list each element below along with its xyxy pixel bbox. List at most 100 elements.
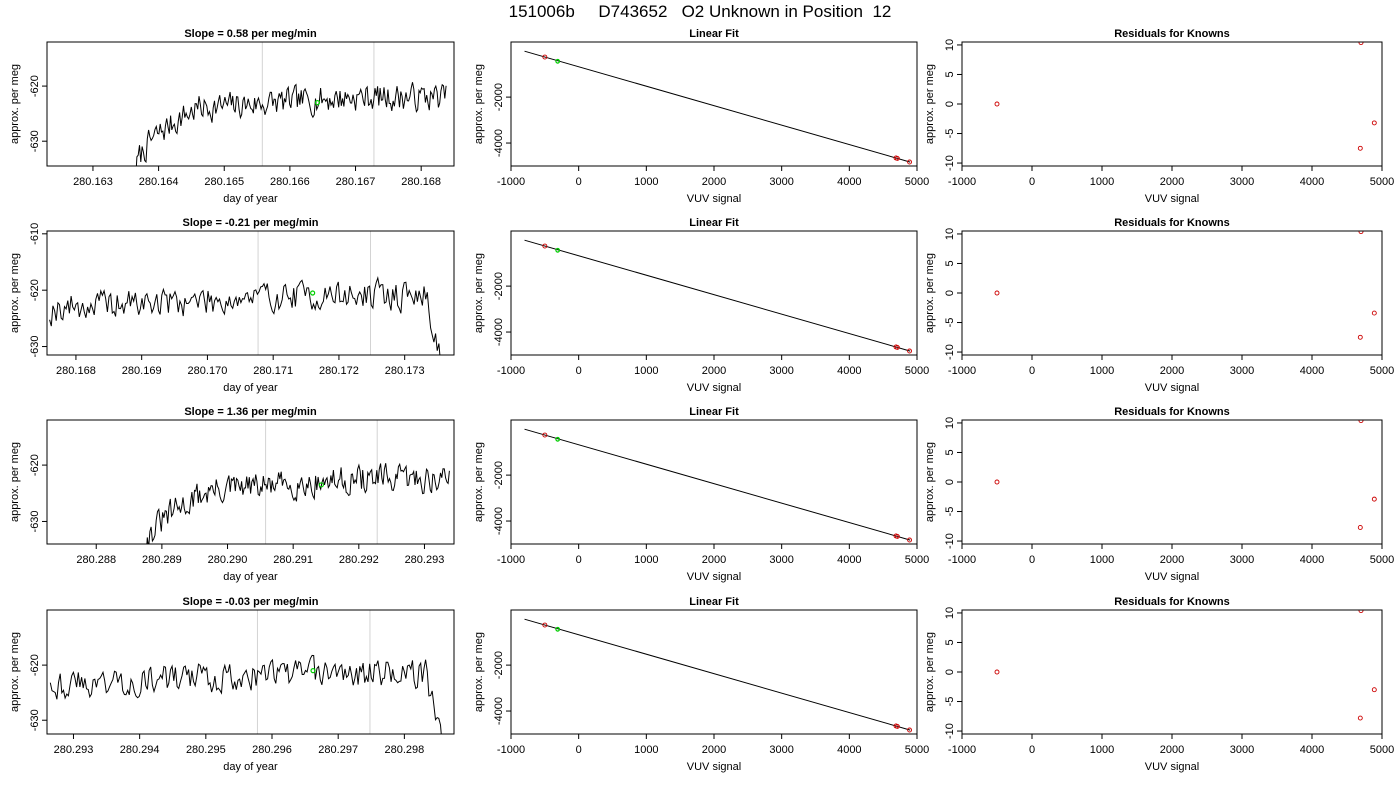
x-tick-label: 4000 (1300, 744, 1324, 756)
x-tick-label: 0 (576, 176, 582, 188)
x-axis-label: day of year (223, 382, 278, 394)
x-tick-label: 280.295 (186, 744, 226, 756)
plot-frame (961, 41, 1383, 167)
y-axis-label: approx. per meg (473, 253, 485, 333)
plot-area (524, 618, 913, 733)
unknown-point (318, 482, 324, 488)
data-trace (146, 462, 450, 544)
y-tick-label: 5 (944, 71, 956, 77)
x-tick-label: 3000 (1230, 176, 1254, 188)
known-point (1357, 525, 1363, 530)
x-tick-label: 280.289 (142, 554, 182, 566)
y-tick-label: -5 (944, 507, 956, 517)
plot-area (49, 231, 441, 355)
plot-frame (510, 609, 918, 735)
known-point (1358, 231, 1364, 235)
x-tick-label: -1000 (948, 744, 976, 756)
x-tick-label: 2000 (1160, 365, 1184, 377)
panel-title: Linear Fit (689, 217, 739, 229)
x-axis-label: VUV signal (687, 382, 741, 394)
unknown-point (310, 290, 316, 296)
fit-line (524, 239, 911, 352)
x-tick-label: 280.291 (273, 554, 313, 566)
y-tick-label: 10 (944, 417, 956, 429)
known-point (907, 159, 913, 165)
panel-r1-c2: Residuals for Knowns -1000 0 1000 2000 3000 40… (924, 217, 1394, 394)
known-point (907, 348, 913, 354)
x-axis-label: VUV signal (687, 193, 741, 205)
x-tick-label: 0 (576, 554, 582, 566)
x-tick-label: 280.294 (120, 744, 160, 756)
known-point (894, 533, 900, 539)
x-tick-label: 280.165 (204, 176, 244, 188)
y-tick-label: 10 (944, 607, 956, 619)
y-axis-label: approx. per meg (924, 253, 936, 333)
known-point (1371, 687, 1377, 693)
x-tick-label: 3000 (769, 176, 793, 188)
y-tick-label: -620 (29, 454, 41, 476)
plot-area (49, 610, 442, 734)
plot-area (994, 231, 1377, 340)
panel-title: Slope = -0.21 per meg/min (182, 217, 318, 229)
x-tick-label: 2000 (702, 365, 726, 377)
y-tick-label: -4000 (493, 507, 505, 535)
x-tick-label: -1000 (497, 744, 525, 756)
x-tick-label: 280.173 (385, 365, 425, 377)
x-axis-label: day of year (223, 761, 278, 773)
x-tick-label: 280.293 (405, 554, 445, 566)
x-tick-label: 280.298 (384, 744, 424, 756)
panel-r2-c1: Linear Fit -1000 0 1000 2000 3000 4000 5000 -400… (473, 406, 929, 583)
panel-title: Slope = 0.58 per meg/min (184, 28, 317, 40)
known-point (542, 622, 548, 628)
y-tick-label: -630 (29, 336, 41, 358)
x-tick-label: 1000 (1090, 176, 1114, 188)
known-point (1371, 496, 1377, 502)
x-tick-label: -1000 (948, 176, 976, 188)
y-tick-label: -4000 (493, 129, 505, 157)
plot-frame (961, 609, 1383, 735)
y-axis-label: approx. per meg (9, 253, 21, 333)
y-tick-label: -10 (944, 344, 956, 360)
x-tick-label: 1000 (1090, 365, 1114, 377)
fit-line (524, 50, 911, 163)
y-tick-label: -10 (944, 155, 956, 171)
y-tick-label: 0 (944, 290, 956, 296)
x-tick-label: 280.292 (339, 554, 379, 566)
known-point (1358, 42, 1364, 46)
x-tick-label: 280.171 (253, 365, 293, 377)
unknown-point (314, 100, 321, 106)
plot-area (994, 610, 1377, 721)
plot-area (524, 50, 913, 165)
x-axis-label: VUV signal (1145, 382, 1199, 394)
plot-area (524, 239, 913, 354)
panel-title: Linear Fit (689, 596, 739, 608)
x-tick-label: -1000 (497, 554, 525, 566)
x-tick-label: 5000 (905, 554, 929, 566)
known-point (894, 155, 900, 161)
known-point (1358, 420, 1364, 424)
y-tick-label: -5 (944, 697, 956, 707)
plot-area (524, 428, 913, 543)
x-tick-label: -1000 (497, 176, 525, 188)
x-tick-label: 280.290 (208, 554, 248, 566)
data-trace (135, 82, 447, 166)
known-point (1357, 145, 1363, 151)
plot-area (135, 42, 447, 166)
panel-r1-c0: Slope = -0.21 per meg/min 280.168 280.169 2… (9, 217, 455, 394)
x-tick-label: 3000 (1230, 744, 1254, 756)
plot-frame (46, 419, 455, 545)
y-axis-label: approx. per meg (9, 442, 21, 522)
panel-title: Residuals for Knowns (1114, 28, 1230, 40)
x-tick-label: 3000 (1230, 365, 1254, 377)
x-tick-label: 5000 (905, 365, 929, 377)
x-tick-label: 4000 (1300, 554, 1324, 566)
x-tick-label: 5000 (905, 176, 929, 188)
data-trace (49, 654, 442, 734)
known-point (1357, 715, 1363, 721)
x-tick-label: 2000 (702, 176, 726, 188)
x-tick-label: 2000 (702, 554, 726, 566)
x-tick-label: 280.297 (318, 744, 358, 756)
x-tick-label: 1000 (634, 176, 658, 188)
known-point (542, 54, 548, 60)
